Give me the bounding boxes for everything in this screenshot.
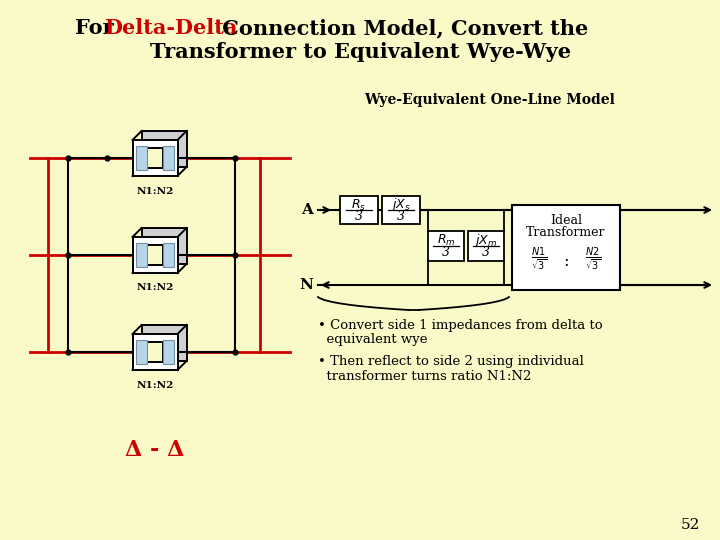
- Text: 3: 3: [397, 210, 405, 222]
- Polygon shape: [142, 325, 186, 361]
- Polygon shape: [147, 245, 163, 265]
- Text: N1:N2: N1:N2: [136, 284, 174, 293]
- Polygon shape: [147, 148, 163, 168]
- Text: Δ - Δ: Δ - Δ: [125, 439, 185, 461]
- Polygon shape: [136, 244, 147, 267]
- Polygon shape: [132, 334, 178, 370]
- Text: Transformer: Transformer: [526, 226, 606, 240]
- Text: $R_m$: $R_m$: [437, 233, 455, 248]
- Text: :: :: [563, 253, 569, 271]
- Text: A: A: [301, 203, 313, 217]
- Text: $jX_m$: $jX_m$: [474, 232, 498, 248]
- Polygon shape: [163, 340, 174, 364]
- Polygon shape: [132, 140, 178, 176]
- Text: N: N: [299, 278, 313, 292]
- Text: $\frac{N1}{\sqrt{3}}$: $\frac{N1}{\sqrt{3}}$: [531, 246, 547, 274]
- Text: • Convert side 1 impedances from delta to: • Convert side 1 impedances from delta t…: [318, 319, 603, 332]
- Polygon shape: [142, 228, 186, 264]
- Text: Wye-Equivalent One-Line Model: Wye-Equivalent One-Line Model: [364, 93, 616, 107]
- Text: For: For: [75, 18, 121, 38]
- Text: $jX_s$: $jX_s$: [391, 197, 411, 213]
- Polygon shape: [142, 131, 186, 167]
- Text: N1:N2: N1:N2: [136, 381, 174, 389]
- Text: 52: 52: [680, 518, 700, 532]
- Text: Delta-Delta: Delta-Delta: [104, 18, 238, 38]
- FancyBboxPatch shape: [468, 231, 504, 260]
- Text: N1:N2: N1:N2: [136, 186, 174, 195]
- Text: $R_s$: $R_s$: [351, 198, 366, 213]
- Polygon shape: [147, 342, 163, 362]
- FancyBboxPatch shape: [340, 196, 378, 224]
- Text: transformer turns ratio N1:N2: transformer turns ratio N1:N2: [318, 370, 531, 383]
- Polygon shape: [132, 237, 178, 273]
- Polygon shape: [163, 244, 174, 267]
- Text: 3: 3: [355, 210, 363, 222]
- Text: • Then reflect to side 2 using individual: • Then reflect to side 2 using individua…: [318, 355, 584, 368]
- Text: 3: 3: [442, 246, 450, 259]
- Polygon shape: [136, 146, 147, 170]
- Text: $\frac{N2}{\sqrt{3}}$: $\frac{N2}{\sqrt{3}}$: [585, 246, 601, 274]
- Text: 3: 3: [482, 246, 490, 259]
- FancyBboxPatch shape: [428, 231, 464, 260]
- Polygon shape: [136, 340, 147, 364]
- Text: Connection Model, Convert the: Connection Model, Convert the: [215, 18, 588, 38]
- Polygon shape: [163, 146, 174, 170]
- FancyBboxPatch shape: [512, 205, 620, 290]
- Text: Ideal: Ideal: [550, 214, 582, 227]
- FancyBboxPatch shape: [382, 196, 420, 224]
- Text: Transformer to Equivalent Wye-Wye: Transformer to Equivalent Wye-Wye: [150, 42, 570, 62]
- Text: equivalent wye: equivalent wye: [318, 334, 428, 347]
